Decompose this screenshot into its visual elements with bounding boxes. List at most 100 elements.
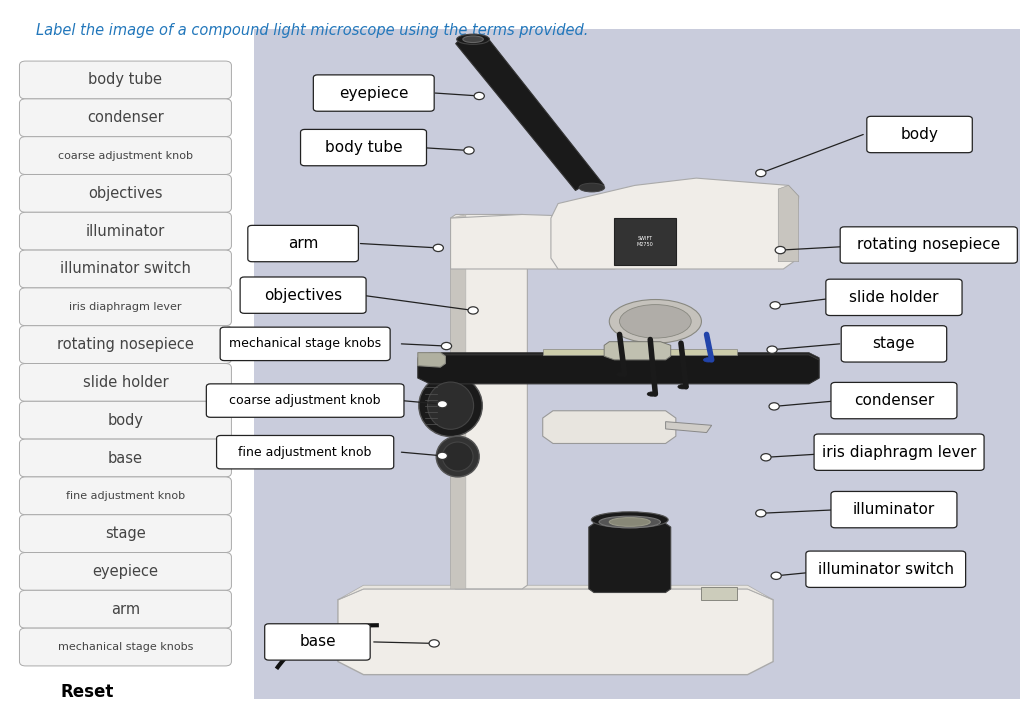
Text: rotating nosepiece: rotating nosepiece bbox=[57, 337, 194, 352]
Circle shape bbox=[441, 342, 452, 350]
Text: arm: arm bbox=[288, 236, 318, 251]
Ellipse shape bbox=[463, 36, 483, 42]
Text: mechanical stage knobs: mechanical stage knobs bbox=[57, 642, 194, 652]
Polygon shape bbox=[451, 214, 466, 589]
Text: rotating nosepiece: rotating nosepiece bbox=[857, 238, 1000, 252]
Text: Reset: Reset bbox=[60, 683, 114, 701]
FancyBboxPatch shape bbox=[206, 384, 403, 417]
FancyBboxPatch shape bbox=[806, 551, 966, 587]
Polygon shape bbox=[614, 218, 676, 265]
Ellipse shape bbox=[703, 358, 714, 362]
Text: slide holder: slide holder bbox=[83, 375, 168, 390]
Text: eyepiece: eyepiece bbox=[92, 564, 159, 579]
Circle shape bbox=[761, 454, 771, 461]
FancyBboxPatch shape bbox=[19, 250, 231, 288]
FancyBboxPatch shape bbox=[19, 326, 231, 364]
Text: objectives: objectives bbox=[88, 186, 163, 201]
Text: iris diaphragm lever: iris diaphragm lever bbox=[70, 302, 181, 312]
FancyBboxPatch shape bbox=[19, 99, 231, 137]
Circle shape bbox=[437, 401, 447, 408]
Text: arm: arm bbox=[111, 602, 140, 616]
FancyBboxPatch shape bbox=[842, 326, 946, 362]
FancyBboxPatch shape bbox=[19, 288, 231, 326]
FancyBboxPatch shape bbox=[216, 435, 393, 469]
FancyBboxPatch shape bbox=[831, 382, 956, 419]
FancyBboxPatch shape bbox=[19, 590, 231, 628]
Polygon shape bbox=[666, 422, 712, 433]
Text: illuminator switch: illuminator switch bbox=[60, 262, 190, 276]
Ellipse shape bbox=[436, 436, 479, 477]
Ellipse shape bbox=[419, 375, 482, 436]
Text: body tube: body tube bbox=[325, 140, 402, 155]
Bar bbox=[254, 29, 1020, 699]
Ellipse shape bbox=[428, 382, 473, 429]
Text: illuminator: illuminator bbox=[853, 502, 935, 517]
Polygon shape bbox=[418, 353, 819, 360]
Text: body: body bbox=[901, 127, 938, 142]
FancyBboxPatch shape bbox=[866, 116, 973, 153]
FancyBboxPatch shape bbox=[814, 434, 984, 470]
FancyBboxPatch shape bbox=[19, 212, 231, 250]
Ellipse shape bbox=[580, 183, 604, 192]
Ellipse shape bbox=[678, 385, 688, 389]
FancyBboxPatch shape bbox=[19, 174, 231, 212]
Circle shape bbox=[767, 346, 777, 353]
Text: stage: stage bbox=[872, 337, 915, 351]
Text: illuminator switch: illuminator switch bbox=[818, 562, 953, 577]
Polygon shape bbox=[778, 185, 799, 262]
FancyBboxPatch shape bbox=[19, 364, 231, 401]
Text: iris diaphragm lever: iris diaphragm lever bbox=[822, 445, 976, 459]
Text: body tube: body tube bbox=[88, 73, 163, 87]
Text: Label the image of a compound light microscope using the terms provided.: Label the image of a compound light micr… bbox=[36, 23, 588, 39]
FancyBboxPatch shape bbox=[19, 61, 231, 99]
Text: stage: stage bbox=[105, 526, 145, 541]
FancyBboxPatch shape bbox=[19, 477, 231, 515]
Polygon shape bbox=[589, 520, 671, 593]
FancyBboxPatch shape bbox=[19, 401, 231, 439]
Polygon shape bbox=[701, 587, 737, 600]
Circle shape bbox=[468, 307, 478, 314]
Polygon shape bbox=[418, 355, 819, 384]
Circle shape bbox=[464, 147, 474, 154]
FancyBboxPatch shape bbox=[220, 327, 390, 361]
Text: mechanical stage knobs: mechanical stage knobs bbox=[229, 337, 381, 350]
Circle shape bbox=[756, 169, 766, 177]
FancyBboxPatch shape bbox=[19, 137, 231, 174]
Text: fine adjustment knob: fine adjustment knob bbox=[66, 491, 185, 501]
Text: condenser: condenser bbox=[87, 111, 164, 125]
Polygon shape bbox=[451, 214, 527, 589]
Ellipse shape bbox=[457, 34, 489, 44]
Circle shape bbox=[437, 452, 447, 459]
Text: body: body bbox=[108, 413, 143, 427]
FancyBboxPatch shape bbox=[264, 624, 371, 660]
FancyBboxPatch shape bbox=[248, 225, 358, 262]
Ellipse shape bbox=[442, 442, 473, 471]
Polygon shape bbox=[418, 353, 445, 367]
Text: fine adjustment knob: fine adjustment knob bbox=[239, 446, 372, 459]
FancyBboxPatch shape bbox=[313, 75, 434, 111]
FancyBboxPatch shape bbox=[301, 129, 426, 166]
FancyBboxPatch shape bbox=[19, 628, 231, 666]
Text: SWIFT
M2750: SWIFT M2750 bbox=[637, 236, 653, 246]
Polygon shape bbox=[451, 214, 635, 269]
Polygon shape bbox=[338, 589, 773, 675]
Ellipse shape bbox=[647, 392, 657, 396]
Ellipse shape bbox=[599, 516, 660, 528]
Text: slide holder: slide holder bbox=[849, 290, 939, 305]
FancyBboxPatch shape bbox=[19, 439, 231, 477]
Circle shape bbox=[756, 510, 766, 517]
Ellipse shape bbox=[616, 372, 627, 377]
Circle shape bbox=[474, 92, 484, 100]
Circle shape bbox=[775, 246, 785, 254]
Text: coarse adjustment knob: coarse adjustment knob bbox=[229, 394, 381, 407]
FancyBboxPatch shape bbox=[240, 277, 367, 313]
Polygon shape bbox=[456, 36, 604, 190]
Polygon shape bbox=[551, 178, 799, 269]
FancyBboxPatch shape bbox=[19, 515, 231, 553]
Text: condenser: condenser bbox=[854, 393, 934, 408]
Ellipse shape bbox=[609, 518, 650, 526]
Polygon shape bbox=[604, 342, 671, 360]
Circle shape bbox=[771, 572, 781, 579]
Ellipse shape bbox=[592, 512, 668, 528]
Ellipse shape bbox=[620, 305, 691, 338]
